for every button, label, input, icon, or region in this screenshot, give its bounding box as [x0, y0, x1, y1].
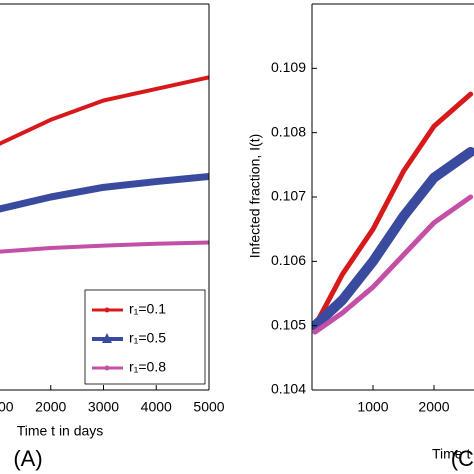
y-tick-label: 0.109 — [271, 59, 306, 75]
plot-area — [312, 91, 474, 335]
y-tick-label: 0.105 — [271, 316, 306, 332]
plot-area — [0, 75, 209, 254]
x-tick-label: 1000 — [357, 399, 388, 415]
y-tick-label: 0.108 — [271, 123, 306, 139]
x-tick-label: 1000 — [0, 399, 14, 415]
legend-label: r₁=0.1 — [129, 301, 166, 317]
x-tick-label: 5000 — [193, 399, 224, 415]
x-tick-label: 3000 — [88, 399, 119, 415]
y-tick-label: 0.107 — [271, 188, 306, 204]
y-tick-label: 0.104 — [271, 381, 306, 397]
legend-marker — [104, 365, 110, 371]
legend-marker — [102, 333, 112, 343]
legend-marker — [104, 307, 110, 313]
x-axis-label: Time t in days — [432, 446, 474, 462]
y-axis-label: Infected fraction, I(t) — [247, 134, 263, 259]
series-line — [312, 91, 474, 329]
series-line — [312, 194, 474, 335]
panel-label: (A) — [13, 446, 42, 471]
x-axis-label: Time t in days — [17, 423, 104, 439]
x-tick-label: 2000 — [35, 399, 66, 415]
legend-label: r₁=0.5 — [129, 330, 166, 346]
x-tick-label: 4000 — [141, 399, 172, 415]
y-tick-label: 0.106 — [271, 252, 306, 268]
series-line — [0, 240, 209, 254]
series-line — [312, 146, 474, 331]
series-line — [0, 173, 209, 213]
x-tick-label: 2000 — [418, 399, 449, 415]
panel-label: (C) — [451, 446, 474, 471]
series-line — [0, 75, 209, 146]
legend-label: r₁=0.8 — [129, 359, 166, 375]
